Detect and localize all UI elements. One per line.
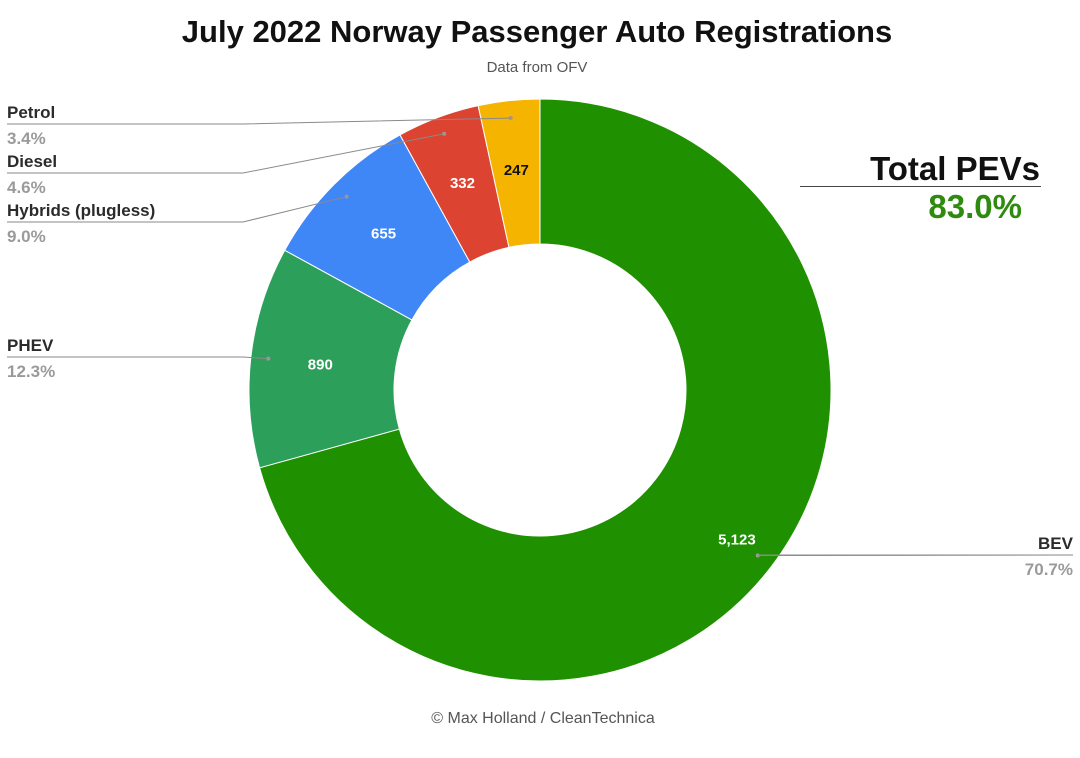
percent-label-petrol: 3.4% (7, 129, 46, 148)
percent-label-hybrids-plugless: 9.0% (7, 227, 46, 246)
total-pevs-label: Total PEVs (870, 150, 1040, 187)
value-label-diesel: 332 (450, 175, 475, 192)
total-pevs-value: 83.0% (928, 188, 1022, 225)
percent-label-phev: 12.3% (7, 362, 55, 381)
value-label-petrol: 247 (504, 162, 529, 179)
value-label-phev: 890 (308, 357, 333, 374)
chart-title: July 2022 Norway Passenger Auto Registra… (181, 14, 893, 49)
value-label-bev: 5,123 (718, 532, 756, 549)
donut-slices (248, 98, 832, 682)
slice-labels: 5,123 BEV 70.7% 890 PHEV 12.3% 655 Hybrids (plu… (7, 103, 1074, 579)
category-label-petrol: Petrol (7, 103, 55, 122)
total-pevs-divider (800, 186, 1041, 187)
leader-line-diesel (7, 133, 445, 174)
category-label-hybrids-plugless: Hybrids (plugless) (7, 201, 155, 220)
category-label-diesel: Diesel (7, 152, 57, 171)
leader-line-bev (757, 554, 1074, 557)
slice-petrol (477, 98, 541, 248)
leader-line-petrol (7, 117, 511, 125)
slice-bev (258, 98, 832, 682)
leader-lines (7, 116, 1074, 558)
value-label-hybrids-plugless: 655 (371, 226, 396, 243)
leader-line-phev (7, 356, 269, 360)
credit-text: © Max Holland / CleanTechnica (431, 710, 655, 727)
chart-subtitle: Data from OFV (486, 59, 588, 76)
leader-line-hybrids-plugless (7, 196, 347, 223)
percent-label-diesel: 4.6% (7, 178, 46, 197)
category-label-phev: PHEV (7, 336, 54, 355)
category-label-bev: BEV (1038, 534, 1074, 553)
percent-label-bev: 70.7% (1025, 560, 1073, 579)
